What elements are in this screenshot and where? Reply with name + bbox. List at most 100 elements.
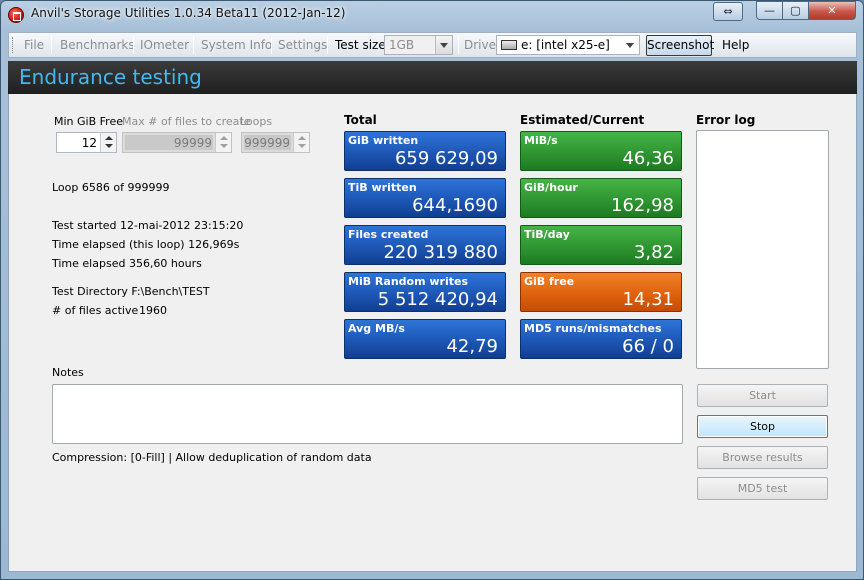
min-gib-free-stepper[interactable]: 12 [56, 132, 117, 153]
chevron-down-icon[interactable] [622, 36, 639, 54]
max-files-stepper[interactable]: 99999 [122, 132, 232, 153]
files-active-value: 1960 [139, 304, 167, 317]
tile-mib-per-s: MiB/s 46,36 [520, 131, 682, 171]
time-elapsed-loop: Time elapsed (this loop) 126,969s [52, 238, 240, 251]
resize-toggle-button[interactable]: ⇔ [713, 2, 743, 21]
stepper-disabled-fill [244, 135, 291, 150]
chevron-up-icon[interactable] [105, 136, 113, 140]
app-logo-icon [8, 7, 24, 23]
toolbar-separator [51, 36, 52, 54]
tile-value: 3,82 [633, 242, 674, 263]
start-button[interactable]: Start [697, 384, 828, 407]
tile-label: Avg MB/s [348, 322, 405, 335]
estimated-title: Estimated/Current [520, 113, 645, 127]
tile-avg-mbs: Avg MB/s 42,79 [344, 319, 506, 359]
chevron-down-icon[interactable] [435, 36, 452, 54]
tile-value: 644,1690 [412, 195, 498, 216]
tile-value: 659 629,09 [394, 148, 498, 169]
max-files-label: Max # of files to create [122, 115, 251, 128]
error-log-title: Error log [696, 113, 756, 127]
screenshot-button[interactable]: Screenshot [646, 35, 714, 56]
menu-benchmarks[interactable]: Benchmarks [60, 38, 135, 52]
title-bar: Anvil's Storage Utilities 1.0.34 Beta11 … [1, 1, 863, 29]
chevron-up-icon[interactable] [298, 136, 306, 140]
stepper-buttons[interactable] [100, 133, 116, 152]
tile-value: 66 / 0 [622, 336, 674, 357]
notes-textarea[interactable] [52, 384, 683, 444]
menu-iometer[interactable]: IOmeter [140, 38, 190, 52]
menu-file[interactable]: File [24, 38, 45, 52]
tile-md5-runs: MD5 runs/mismatches 66 / 0 [520, 319, 682, 359]
max-files-value: 99999 [173, 136, 212, 150]
tile-label: GiB free [524, 275, 575, 288]
total-title: Total [344, 113, 377, 127]
minimize-button[interactable]: — [756, 1, 783, 20]
tile-gib-per-hour: GiB/hour 162,98 [520, 178, 682, 218]
stepper-buttons[interactable] [293, 133, 309, 152]
tile-gib-written: GiB written 659 629,09 [344, 131, 506, 171]
stop-button[interactable]: Stop [697, 415, 828, 438]
notes-label: Notes [52, 366, 84, 379]
tile-label: TiB/day [524, 228, 570, 241]
toolbar-grip-icon [12, 37, 15, 53]
tile-value: 5 512 420,94 [377, 289, 498, 310]
loops-label: Loops [240, 115, 273, 128]
tile-value: 162,98 [611, 195, 674, 216]
menu-system-info[interactable]: System Info [201, 38, 273, 52]
chevron-down-icon[interactable] [105, 144, 113, 148]
browse-results-button[interactable]: Browse results [697, 446, 828, 469]
tile-label: MiB/s [524, 134, 558, 147]
tile-label: GiB/hour [524, 181, 578, 194]
chevron-down-icon[interactable] [220, 144, 228, 148]
tile-tib-written: TiB written 644,1690 [344, 178, 506, 218]
test-size-value: 1GB [389, 38, 415, 52]
min-gib-free-value: 12 [81, 136, 97, 150]
page-title: Endurance testing [19, 65, 202, 89]
md5-test-button[interactable]: MD5 test [697, 477, 828, 500]
chevron-down-icon[interactable] [298, 144, 306, 148]
tile-label: MD5 runs/mismatches [524, 322, 662, 335]
drive-select[interactable]: e: [intel x25-e] [496, 35, 640, 55]
chevron-up-icon[interactable] [220, 136, 228, 140]
tile-value: 42,79 [446, 336, 498, 357]
stepper-disabled-fill [125, 135, 213, 150]
compression-info: Compression: [0-Fill] | Allow deduplicat… [52, 451, 372, 464]
tile-value: 220 319 880 [383, 242, 498, 263]
close-button[interactable]: ✕ [808, 1, 856, 20]
min-gib-free-label: Min GiB Free [54, 115, 123, 128]
maximize-button[interactable]: ▢ [782, 1, 809, 20]
test-size-select[interactable]: 1GB [384, 35, 453, 55]
drive-icon [501, 40, 517, 50]
tile-value: 46,36 [622, 148, 674, 169]
tile-tib-per-day: TiB/day 3,82 [520, 225, 682, 265]
tile-files-created: Files created 220 319 880 [344, 225, 506, 265]
tile-value: 14,31 [622, 289, 674, 310]
menu-settings[interactable]: Settings [278, 38, 328, 52]
loops-stepper[interactable]: 999999 [241, 132, 310, 153]
toolbar-separator [458, 36, 459, 54]
toolbar-separator [193, 36, 194, 54]
tile-label: TiB written [348, 181, 417, 194]
stepper-buttons[interactable] [215, 133, 231, 152]
test-directory: Test Directory F:\Bench\TEST [52, 285, 210, 298]
drive-value: e: [intel x25-e] [521, 38, 610, 52]
tile-mib-random-writes: MiB Random writes 5 512 420,94 [344, 272, 506, 312]
tile-label: MiB Random writes [348, 275, 469, 288]
window-title: Anvil's Storage Utilities 1.0.34 Beta11 … [31, 6, 346, 20]
toolbar-separator [271, 36, 272, 54]
tile-label: GiB written [348, 134, 419, 147]
toolbar: File Benchmarks IOmeter System Info Sett… [8, 32, 857, 58]
files-active-label: # of files active [52, 304, 139, 317]
toolbar-separator [327, 36, 328, 54]
error-log-textarea[interactable] [696, 130, 829, 369]
time-elapsed: Time elapsed 356,60 hours [52, 257, 202, 270]
tile-label: Files created [348, 228, 429, 241]
drive-label: Drive [464, 38, 496, 52]
toolbar-separator [133, 36, 134, 54]
test-size-label: Test size [335, 38, 386, 52]
menu-help[interactable]: Help [722, 38, 750, 52]
loop-status: Loop 6586 of 999999 [52, 181, 170, 194]
page-header: Endurance testing [8, 61, 857, 94]
loops-value: 999999 [244, 136, 290, 150]
